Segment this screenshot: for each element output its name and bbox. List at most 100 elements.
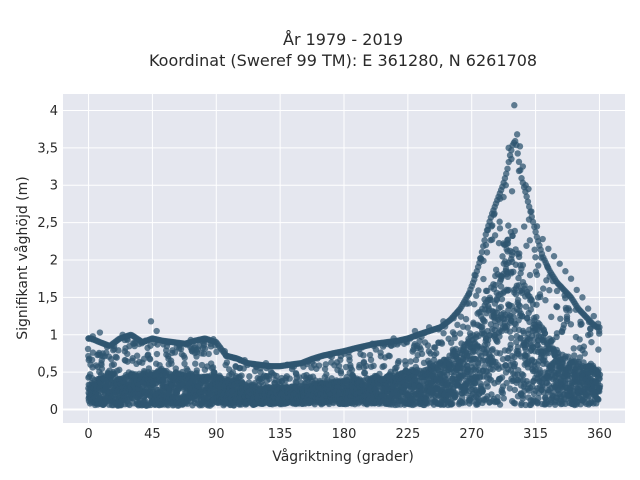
data-point [570, 345, 577, 352]
data-point [113, 354, 120, 361]
data-point [533, 313, 540, 321]
y-tick-label: 2,5 [37, 216, 58, 231]
data-point [124, 350, 131, 358]
data-point [99, 350, 106, 357]
data-point [532, 254, 539, 261]
data-point [205, 350, 212, 358]
data-point [535, 262, 542, 269]
data-point [511, 102, 518, 109]
data-point [499, 389, 507, 397]
data-point [262, 359, 270, 367]
data-point [477, 255, 484, 262]
data-point [241, 356, 248, 364]
data-point [133, 352, 141, 359]
data-point [411, 327, 419, 335]
data-point [471, 271, 478, 279]
data-point [505, 286, 512, 294]
data-point [525, 185, 532, 193]
data-point [147, 318, 155, 325]
data-point [539, 235, 546, 243]
y-tick-label: 0,5 [37, 366, 58, 381]
x-tick-label: 180 [332, 427, 357, 442]
data-point [571, 352, 578, 359]
data-point [454, 321, 461, 329]
data-point [369, 340, 376, 347]
data-point [153, 350, 161, 358]
data-point [89, 333, 97, 340]
data-point [496, 225, 504, 232]
data-point [130, 340, 138, 347]
data-point [481, 318, 488, 325]
data-point [567, 321, 575, 328]
data-point [497, 303, 505, 311]
data-point [326, 352, 334, 359]
data-point [284, 361, 291, 368]
x-tick-label: 90 [208, 427, 225, 442]
data-point [519, 395, 526, 402]
x-tick-labels: 0 45 90 135 180 225 270 315 360 [84, 427, 611, 442]
data-point [465, 300, 473, 307]
data-point [146, 355, 153, 362]
data-point [511, 360, 519, 368]
data-point [440, 330, 447, 337]
y-tick-label: 4 [50, 104, 58, 119]
data-point [380, 362, 388, 370]
data-point [520, 223, 528, 230]
data-point [516, 302, 524, 310]
data-point [238, 372, 245, 379]
data-point [533, 271, 541, 278]
data-point [496, 218, 503, 225]
data-point [171, 349, 179, 356]
data-point [508, 188, 516, 195]
data-point [498, 374, 506, 381]
data-point [153, 327, 160, 335]
data-point [464, 324, 471, 331]
data-point [590, 312, 597, 320]
data-point [475, 287, 482, 294]
scatter-points [84, 102, 604, 409]
data-point [315, 362, 323, 369]
data-point [124, 358, 131, 365]
data-point [596, 330, 603, 337]
data-point [579, 294, 586, 301]
data-point [540, 327, 548, 334]
data-point [483, 249, 491, 256]
data-point [433, 349, 440, 357]
data-point [548, 313, 555, 321]
x-tick-label: 45 [144, 427, 161, 442]
data-point [266, 375, 273, 383]
data-point [84, 345, 92, 353]
data-point [201, 345, 209, 352]
data-point [523, 242, 530, 249]
data-point [198, 337, 206, 344]
data-point [550, 253, 558, 260]
data-point [500, 395, 507, 402]
data-point [305, 358, 312, 365]
data-point [192, 360, 199, 367]
data-point [335, 362, 343, 370]
y-tick-labels: 0 0,5 1 1,5 2 2,5 3 3,5 4 [37, 104, 58, 418]
data-point [122, 345, 129, 352]
data-point [533, 301, 540, 308]
data-point [115, 347, 122, 354]
data-point [424, 342, 432, 349]
data-point [440, 318, 447, 325]
data-point [533, 223, 541, 230]
y-axis-label: Signifikant våghöjd (m) [14, 176, 31, 339]
data-point [557, 315, 564, 322]
data-point [449, 400, 456, 407]
data-point [488, 223, 495, 230]
y-tick-label: 1 [50, 328, 58, 343]
data-point [98, 361, 105, 369]
data-point [578, 320, 585, 328]
data-point [526, 285, 534, 292]
data-point [566, 307, 573, 314]
x-tick-label: 225 [395, 427, 420, 442]
data-point [438, 340, 446, 347]
data-point [508, 334, 515, 342]
x-tick-label: 135 [268, 427, 293, 442]
data-point [504, 165, 511, 172]
data-point [168, 360, 175, 367]
data-point [273, 372, 280, 380]
data-point [526, 271, 534, 279]
